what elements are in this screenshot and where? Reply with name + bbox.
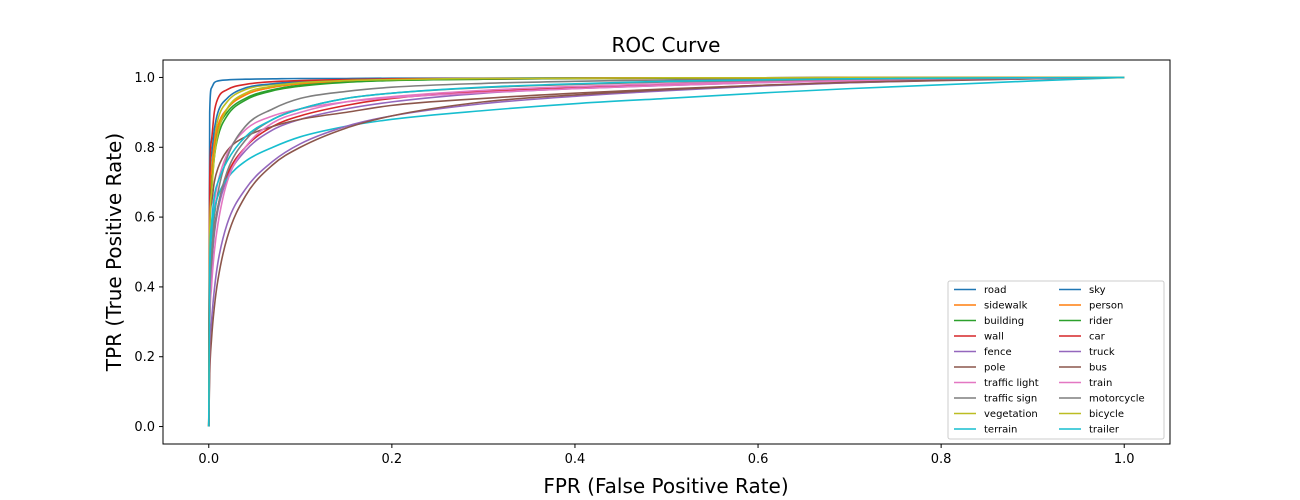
x-tick-label: 0.6 — [748, 452, 769, 467]
x-tick-label: 0.4 — [565, 452, 586, 467]
y-axis: 0.0 0.2 0.4 0.6 0.8 1.0 — [134, 71, 163, 435]
y-tick-label: 0.4 — [134, 280, 155, 295]
legend-label: building — [984, 316, 1024, 327]
x-tick-label: 0.0 — [198, 452, 219, 467]
legend-label: bicycle — [1089, 409, 1124, 420]
x-axis-label: FPR (False Positive Rate) — [543, 474, 788, 498]
legend-label: wall — [984, 332, 1004, 343]
x-tick-label: 0.8 — [931, 452, 952, 467]
x-axis: 0.0 0.2 0.4 0.6 0.8 1.0 — [198, 444, 1135, 467]
series-line-trailer — [207, 76, 1125, 427]
series-line-bus — [207, 76, 1125, 427]
series-line-terrain — [207, 76, 1125, 427]
x-tick-label: 1.0 — [1114, 452, 1135, 467]
legend-label: sidewalk — [984, 301, 1028, 312]
y-axis-label: TPR (True Positive Rate) — [102, 133, 126, 372]
legend-label: car — [1089, 332, 1106, 343]
legend-label: person — [1089, 301, 1123, 312]
x-tick-label: 0.2 — [382, 452, 403, 467]
plot-area — [207, 76, 1125, 427]
legend-label: terrain — [984, 425, 1017, 436]
legend-label: trailer — [1089, 425, 1120, 436]
legend-label: traffic light — [984, 378, 1039, 389]
y-tick-label: 0.6 — [134, 211, 155, 226]
legend-label: fence — [984, 347, 1012, 358]
legend: road sidewalk building wall fence pole traffic… — [947, 280, 1165, 440]
y-tick-label: 1.0 — [134, 71, 155, 86]
y-tick-label: 0.0 — [134, 420, 155, 435]
legend-label: sky — [1089, 285, 1106, 296]
legend-label: road — [984, 285, 1007, 296]
y-tick-label: 0.8 — [134, 141, 155, 156]
legend-label: vegetation — [984, 409, 1038, 420]
legend-label: pole — [984, 363, 1005, 374]
series-line-bicycle — [207, 76, 1125, 427]
legend-label: rider — [1089, 316, 1113, 327]
legend-label: motorcycle — [1089, 394, 1145, 405]
axes-frame — [162, 59, 1171, 445]
legend-label: bus — [1089, 363, 1107, 374]
legend-box — [947, 280, 1165, 440]
legend-label: traffic sign — [984, 394, 1037, 405]
legend-label: train — [1089, 378, 1112, 389]
chart-title: ROC Curve — [612, 33, 721, 57]
y-tick-label: 0.2 — [134, 350, 155, 365]
legend-label: truck — [1089, 347, 1115, 358]
